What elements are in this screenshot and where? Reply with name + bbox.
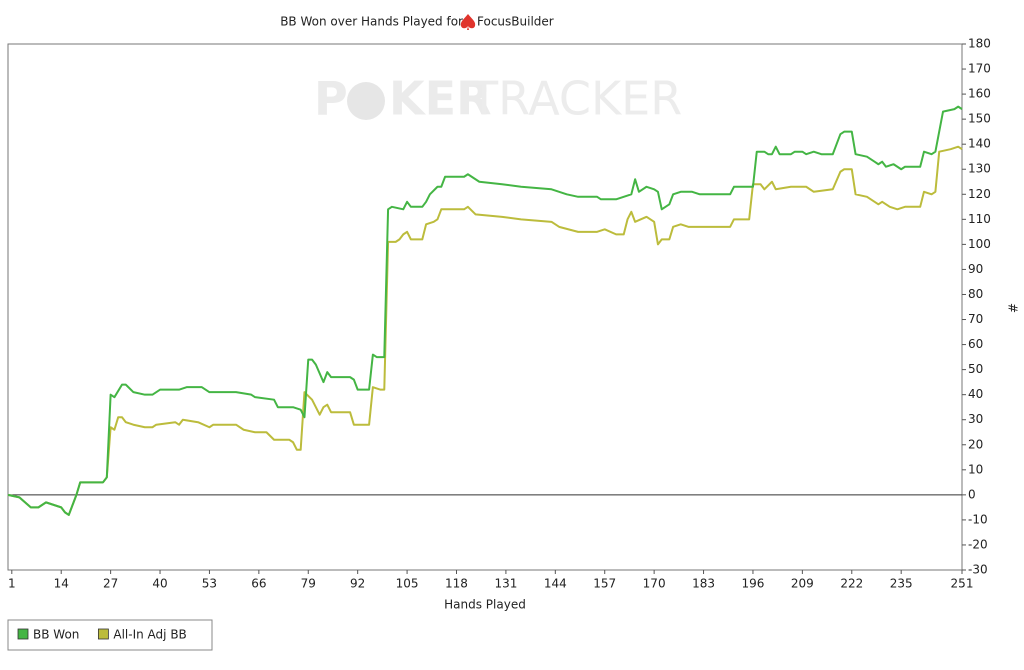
watermark: KER	[389, 72, 492, 126]
y-tick-label: 100	[968, 237, 991, 251]
legend-swatch	[17, 628, 29, 640]
legend-label: All-In Adj BB	[113, 628, 186, 642]
x-tick-label: 209	[791, 577, 814, 591]
x-tick-label: 131	[494, 577, 517, 591]
x-axis-label: Hands Played	[444, 598, 526, 612]
y-axis-label: #	[1006, 303, 1020, 313]
y-tick-label: 90	[968, 262, 983, 276]
y-tick-label: -10	[968, 512, 988, 526]
y-tick-label: 180	[968, 37, 991, 51]
x-tick-label: 66	[251, 577, 266, 591]
x-tick-label: 53	[202, 577, 217, 591]
x-tick-label: 79	[301, 577, 316, 591]
x-tick-label: 92	[350, 577, 365, 591]
y-tick-label: 110	[968, 212, 991, 226]
x-tick-label: 118	[445, 577, 468, 591]
y-tick-label: 10	[968, 462, 983, 476]
chart-title: BB Won over Hands Played for	[280, 15, 463, 29]
y-tick-label: 130	[968, 162, 991, 176]
y-tick-label: 60	[968, 337, 983, 351]
y-tick-label: 80	[968, 287, 983, 301]
y-tick-label: 30	[968, 412, 983, 426]
x-tick-label: 14	[54, 577, 69, 591]
y-tick-label: 160	[968, 87, 991, 101]
legend-label: BB Won	[33, 628, 79, 642]
plot-area	[7, 43, 963, 571]
y-tick-label: -30	[968, 563, 988, 577]
y-tick-label: 40	[968, 387, 983, 401]
y-tick-label: 0	[968, 487, 976, 501]
y-tick-label: 20	[968, 437, 983, 451]
player-icon	[460, 14, 476, 30]
x-tick-label: 27	[103, 577, 118, 591]
legend	[7, 619, 213, 651]
watermark: P	[314, 72, 348, 126]
x-tick-label: 251	[951, 577, 974, 591]
x-tick-label: 40	[152, 577, 167, 591]
y-tick-label: -20	[968, 537, 988, 551]
x-tick-label: 235	[890, 577, 913, 591]
x-tick-label: 170	[643, 577, 666, 591]
x-tick-label: 196	[742, 577, 765, 591]
y-tick-label: 140	[968, 137, 991, 151]
y-tick-label: 150	[968, 112, 991, 126]
y-tick-label: 170	[968, 62, 991, 76]
watermark-logo	[347, 82, 385, 120]
y-tick-label: 50	[968, 362, 983, 376]
y-tick-label: 120	[968, 187, 991, 201]
x-tick-label: 183	[692, 577, 715, 591]
x-tick-label: 105	[396, 577, 419, 591]
player-name: FocusBuilder	[477, 15, 554, 29]
x-tick-label: 157	[593, 577, 616, 591]
series-line	[7, 105, 963, 516]
x-tick-label: 144	[544, 577, 567, 591]
y-tick-label: 70	[968, 312, 983, 326]
x-tick-label: 1	[8, 577, 16, 591]
x-tick-label: 222	[840, 577, 863, 591]
watermark: TRACKER	[469, 72, 682, 126]
legend-swatch	[97, 628, 109, 640]
series-line	[7, 145, 963, 516]
